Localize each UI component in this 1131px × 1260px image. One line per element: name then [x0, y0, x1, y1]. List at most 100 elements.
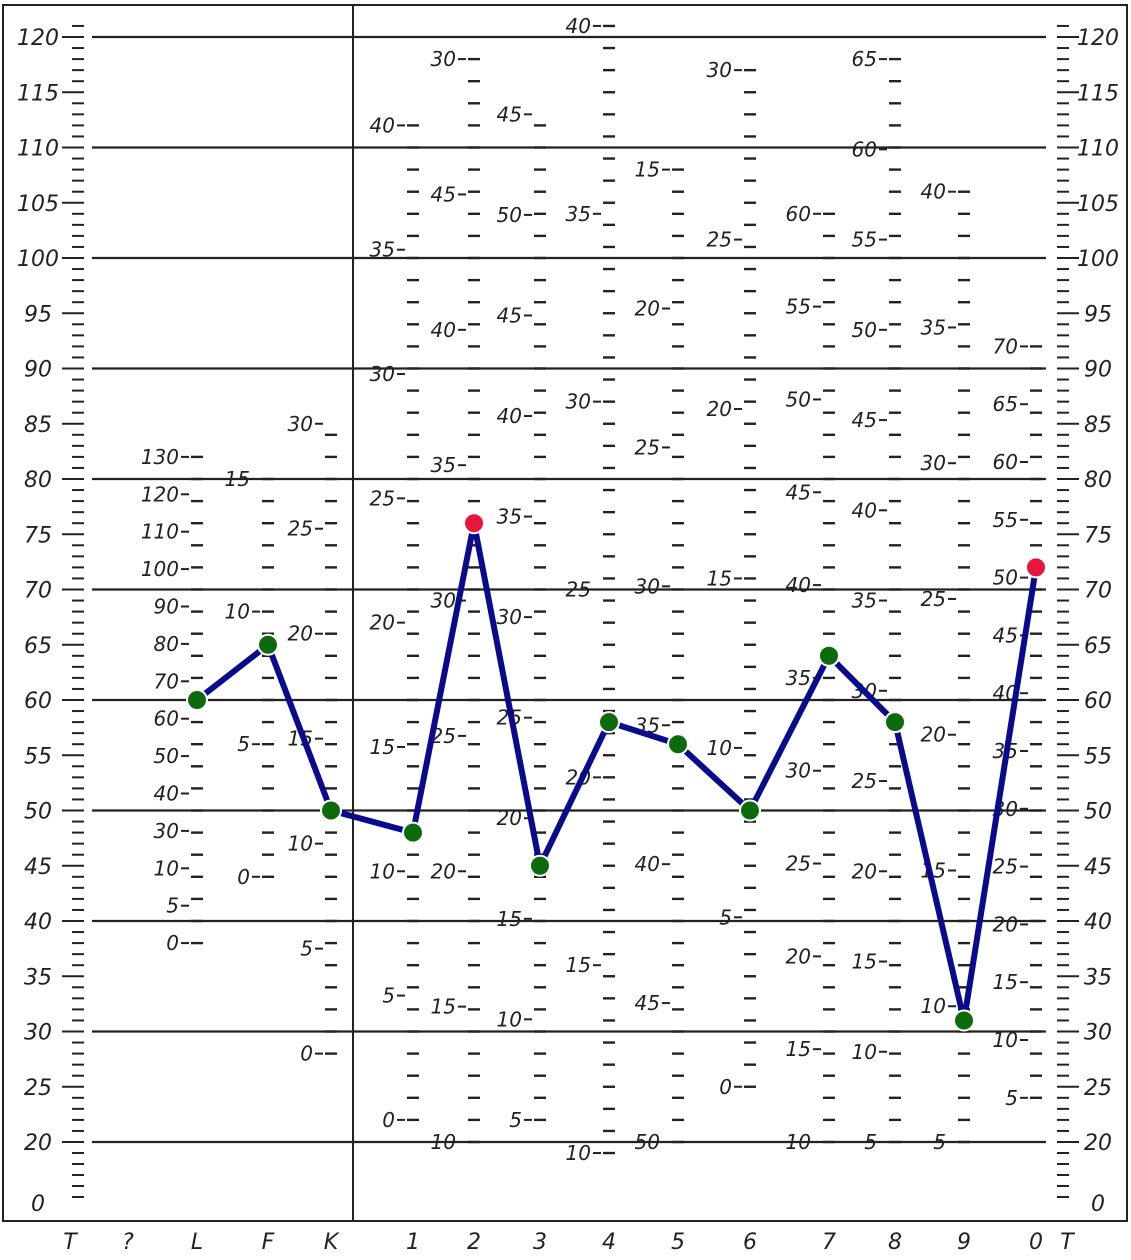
raw-score-label-9: 35 — [921, 315, 946, 339]
raw-score-label-1: 20 — [370, 611, 395, 635]
raw-score-label-4: 25 — [566, 578, 591, 602]
category-label-8: 8 — [888, 1230, 902, 1255]
left-tscore-label: 20 — [24, 1131, 52, 1156]
raw-score-label-0: 70 — [993, 334, 1018, 358]
raw-score-label-1: 0 — [382, 1108, 395, 1132]
right-tscore-label: 80 — [1084, 468, 1112, 493]
category-label-L: L — [191, 1230, 203, 1255]
raw-score-label-0: 45 — [993, 623, 1018, 647]
category-label-7: 7 — [822, 1230, 836, 1255]
raw-score-label-3: 35 — [497, 505, 522, 529]
raw-score-label-L: 110 — [141, 520, 179, 544]
raw-score-label-3: 50 — [497, 203, 522, 227]
raw-score-label-9: 5 — [933, 1130, 946, 1154]
raw-score-label-3: 20 — [497, 806, 522, 830]
data-point — [884, 711, 906, 734]
raw-score-label-3: 10 — [497, 1007, 522, 1031]
raw-score-label-0: 65 — [993, 392, 1018, 416]
category-label-K: K — [324, 1230, 340, 1255]
right-tscore-label: 110 — [1077, 137, 1119, 162]
category-label-3: 3 — [533, 1230, 547, 1255]
raw-score-label-7: 35 — [786, 666, 811, 690]
raw-score-label-7: 55 — [786, 295, 811, 319]
raw-score-label-7: 60 — [786, 202, 811, 226]
raw-score-label-0: 50 — [993, 566, 1018, 590]
raw-score-label-9: 10 — [921, 994, 946, 1018]
right-tscore-label: 45 — [1084, 855, 1112, 880]
right-tscore-label: 90 — [1084, 358, 1112, 383]
raw-score-label-0: 5 — [1005, 1086, 1018, 1110]
raw-score-label-2: 40 — [431, 318, 456, 342]
raw-score-label-5: 15 — [635, 158, 660, 182]
raw-score-label-8: 20 — [852, 859, 877, 883]
left-tscore-label: 75 — [24, 523, 52, 548]
raw-score-label-8: 55 — [852, 228, 877, 252]
left-tscore-label: 60 — [24, 689, 52, 714]
raw-score-label-L: 120 — [141, 482, 179, 506]
raw-score-label-1: 30 — [370, 362, 395, 386]
raw-score-label-2: 45 — [431, 182, 456, 206]
left-tscore-label: 50 — [24, 800, 52, 825]
left-tscore-label: 105 — [17, 192, 59, 217]
raw-score-label-2: 30 — [431, 47, 456, 71]
right-tscore-label: 70 — [1084, 579, 1112, 604]
raw-score-label-9: 40 — [921, 180, 946, 204]
raw-score-label-2: 20 — [431, 859, 456, 883]
raw-score-label-L: 0 — [166, 931, 179, 955]
raw-score-label-5: 30 — [635, 574, 660, 598]
raw-score-label-5: 20 — [635, 297, 660, 321]
raw-score-label-L: 90 — [154, 595, 179, 619]
right-tscore-label: 40 — [1084, 910, 1112, 935]
right-tscore-label: 105 — [1077, 192, 1119, 217]
left-tscore-label: 85 — [24, 413, 52, 438]
right-tscore-label: 60 — [1084, 689, 1112, 714]
raw-score-label-K: 10 — [288, 832, 313, 856]
raw-score-label-8: 10 — [852, 1040, 877, 1064]
raw-score-label-K: 30 — [288, 412, 313, 436]
data-point — [257, 633, 279, 656]
raw-score-label-8: 35 — [852, 589, 877, 613]
raw-score-label-0: 60 — [993, 450, 1018, 474]
raw-score-label-8: 25 — [852, 769, 877, 793]
chart-frame — [2, 4, 1128, 1222]
raw-score-label-6: 25 — [707, 228, 732, 252]
raw-score-label-K: 20 — [288, 622, 313, 646]
raw-score-label-K: 5 — [300, 937, 313, 961]
profile-line — [194, 520, 1039, 1024]
category-label-T: T — [1060, 1230, 1075, 1255]
raw-score-label-0: 25 — [993, 855, 1018, 879]
left-tscore-label: 70 — [24, 579, 52, 604]
right-tscore-label: 120 — [1077, 26, 1119, 51]
raw-score-label-L: 70 — [154, 669, 179, 693]
category-label-F: F — [262, 1230, 275, 1255]
data-point — [667, 733, 689, 756]
flagged-data-point — [1025, 556, 1047, 579]
raw-score-label-8: 15 — [852, 950, 877, 974]
category-label-5: 5 — [671, 1230, 685, 1255]
right-tscore-label: 25 — [1084, 1076, 1112, 1101]
raw-score-label-3: 40 — [497, 404, 522, 428]
raw-score-label-2: 30 — [431, 589, 456, 613]
raw-score-label-0: 20 — [993, 912, 1018, 936]
raw-score-label-0: 10 — [993, 1028, 1018, 1052]
raw-score-label-5: 40 — [635, 852, 660, 876]
raw-score-label-9: 20 — [921, 723, 946, 747]
raw-score-label-8: 40 — [852, 498, 877, 522]
raw-score-label-L: 50 — [154, 744, 179, 768]
category-label-?: ? — [122, 1230, 134, 1255]
raw-score-label-6: 10 — [707, 736, 732, 760]
left-tscore-label: 30 — [24, 1021, 52, 1046]
data-point — [739, 799, 761, 822]
raw-score-label-6: 15 — [707, 566, 732, 590]
left-tscore-label: 80 — [24, 468, 52, 493]
raw-score-label-3: 45 — [497, 102, 522, 126]
raw-score-label-L: 5 — [166, 894, 179, 918]
raw-score-label-8: 45 — [852, 408, 877, 432]
raw-score-label-1: 40 — [370, 113, 395, 137]
data-point — [598, 711, 620, 734]
raw-score-label-0: 55 — [993, 508, 1018, 532]
data-point — [402, 821, 424, 844]
right-tscore-label: 50 — [1084, 800, 1112, 825]
raw-score-label-F: 0 — [237, 865, 250, 889]
raw-score-label-9: 25 — [921, 587, 946, 611]
